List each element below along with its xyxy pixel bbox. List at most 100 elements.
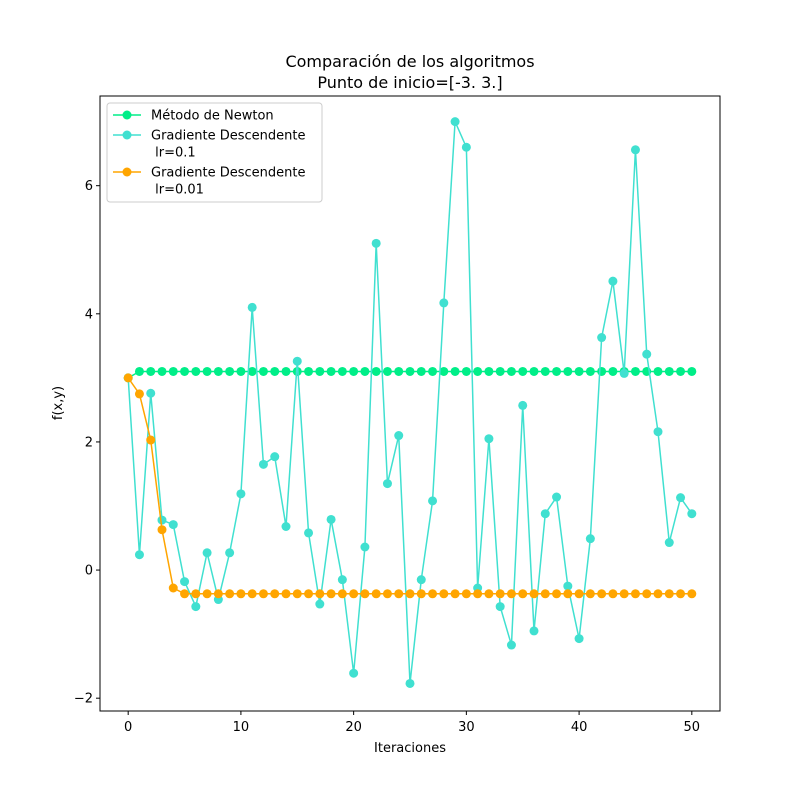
series-2 bbox=[123, 117, 697, 688]
data-point bbox=[281, 522, 291, 531]
data-point bbox=[258, 459, 268, 469]
data-point bbox=[202, 589, 212, 599]
y-tick-label: 4 bbox=[85, 307, 93, 322]
data-point bbox=[461, 589, 471, 599]
data-point bbox=[664, 366, 674, 376]
data-point bbox=[247, 302, 257, 312]
data-point bbox=[574, 634, 584, 644]
data-point bbox=[213, 589, 223, 599]
data-point bbox=[304, 528, 314, 538]
legend-marker bbox=[122, 130, 132, 140]
data-point bbox=[270, 452, 280, 462]
chart-title-line-2: Punto de inicio=[-3. 3.] bbox=[317, 73, 502, 92]
data-point bbox=[326, 589, 336, 599]
data-point bbox=[484, 366, 494, 376]
data-point bbox=[597, 366, 607, 376]
x-axis: 0 10 20 30 40 50 bbox=[124, 711, 700, 735]
chart-title: Comparación de los algoritmos Punto de in… bbox=[285, 52, 534, 92]
data-point bbox=[585, 589, 595, 599]
data-point bbox=[619, 589, 629, 599]
data-point bbox=[134, 550, 144, 560]
data-point bbox=[529, 366, 539, 376]
data-point bbox=[371, 366, 381, 376]
data-point bbox=[304, 589, 314, 599]
data-point bbox=[585, 534, 595, 544]
data-point bbox=[146, 435, 156, 445]
data-point bbox=[642, 589, 652, 599]
data-point bbox=[168, 520, 178, 530]
data-point bbox=[506, 589, 516, 599]
data-point bbox=[608, 276, 618, 286]
data-point bbox=[608, 589, 618, 599]
data-point bbox=[563, 581, 573, 591]
data-point bbox=[292, 356, 302, 366]
legend-marker bbox=[122, 167, 132, 177]
plot-area bbox=[99, 95, 721, 712]
data-point bbox=[292, 589, 302, 599]
data-point bbox=[157, 515, 167, 525]
series-3 bbox=[123, 373, 697, 599]
data-point bbox=[191, 589, 201, 599]
data-point bbox=[495, 366, 505, 376]
data-point bbox=[428, 366, 438, 376]
y-tick-label: −2 bbox=[74, 692, 93, 707]
data-point bbox=[597, 333, 607, 343]
data-point bbox=[371, 589, 381, 599]
data-point bbox=[473, 366, 483, 376]
data-point bbox=[360, 542, 370, 552]
data-point bbox=[552, 366, 562, 376]
data-point bbox=[180, 577, 190, 587]
legend-box bbox=[106, 102, 323, 203]
data-point bbox=[529, 589, 539, 599]
series-line-2 bbox=[127, 120, 693, 685]
data-point bbox=[630, 589, 640, 599]
data-point bbox=[146, 366, 156, 376]
data-point bbox=[405, 366, 415, 376]
data-point bbox=[574, 366, 584, 376]
data-point bbox=[687, 366, 697, 376]
data-point bbox=[585, 366, 595, 376]
data-point bbox=[687, 589, 697, 599]
data-point bbox=[574, 589, 584, 599]
data-point bbox=[326, 366, 336, 376]
x-tick-label: 50 bbox=[684, 720, 701, 735]
data-point bbox=[134, 366, 144, 376]
data-point bbox=[349, 589, 359, 599]
data-point bbox=[450, 117, 460, 127]
data-point bbox=[428, 589, 438, 599]
data-point bbox=[630, 145, 640, 155]
data-point bbox=[168, 366, 178, 376]
data-point bbox=[258, 589, 268, 599]
x-tick-label: 20 bbox=[345, 720, 362, 735]
data-point bbox=[180, 589, 190, 599]
data-point bbox=[360, 366, 370, 376]
data-point bbox=[676, 366, 686, 376]
data-point bbox=[518, 400, 528, 410]
data-point bbox=[281, 366, 291, 376]
data-point bbox=[360, 589, 370, 599]
data-point bbox=[270, 589, 280, 599]
data-point bbox=[326, 514, 336, 524]
y-tick-label: 0 bbox=[85, 564, 93, 579]
data-point bbox=[134, 389, 144, 399]
data-point bbox=[518, 589, 528, 599]
data-point bbox=[653, 366, 663, 376]
y-axis-label: f(x,y) bbox=[51, 386, 66, 420]
data-point bbox=[382, 589, 392, 599]
data-point bbox=[563, 366, 573, 376]
data-point bbox=[597, 589, 607, 599]
chart-title-line-1: Comparación de los algoritmos bbox=[285, 52, 534, 71]
data-point bbox=[225, 366, 235, 376]
series-line-3 bbox=[127, 377, 692, 595]
data-point bbox=[450, 589, 460, 599]
series-1 bbox=[123, 366, 697, 383]
data-point bbox=[676, 589, 686, 599]
data-point bbox=[484, 589, 494, 599]
data-point bbox=[653, 589, 663, 599]
data-point bbox=[258, 366, 268, 376]
data-point bbox=[123, 373, 133, 383]
data-point bbox=[236, 589, 246, 599]
data-point bbox=[202, 548, 212, 558]
data-point bbox=[495, 589, 505, 599]
